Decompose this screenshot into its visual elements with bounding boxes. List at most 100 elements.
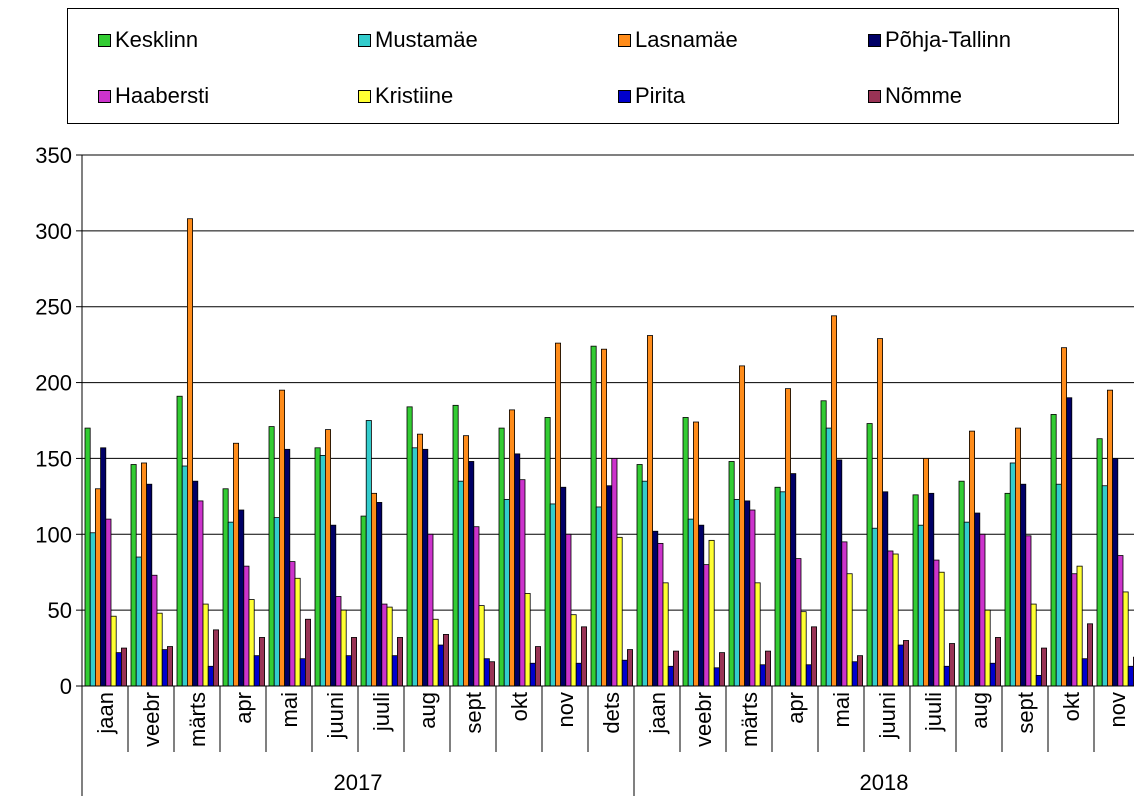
bar [1035, 674, 1042, 687]
bar [549, 503, 556, 687]
bar [273, 517, 280, 687]
bar [1096, 438, 1103, 687]
bar [749, 509, 756, 687]
bar [508, 409, 515, 687]
bar [462, 435, 469, 687]
bar [227, 521, 234, 687]
bar [299, 658, 306, 687]
bar [744, 500, 751, 687]
bar [851, 661, 858, 687]
bar [176, 395, 183, 687]
bar [882, 491, 889, 687]
bar [535, 646, 542, 687]
bar [365, 420, 372, 687]
bar [938, 571, 945, 687]
bar [892, 553, 899, 687]
y-tick-label: 350 [35, 143, 72, 168]
bar [1071, 573, 1078, 687]
x-tick-label: nov [553, 692, 578, 727]
legend-label: Haabersti [115, 83, 210, 108]
bar [1015, 427, 1022, 687]
bar [912, 494, 919, 687]
bar [529, 662, 536, 687]
bar [713, 667, 720, 687]
legend-label: Mustamäe [375, 27, 478, 52]
bar [488, 661, 495, 687]
bar [544, 417, 551, 687]
bar [581, 626, 588, 687]
bar [923, 458, 930, 687]
bar [733, 498, 740, 687]
bar [621, 659, 628, 687]
bar [186, 218, 193, 687]
bar [565, 533, 572, 687]
x-tick-label: veebr [691, 692, 716, 747]
bar [330, 524, 337, 687]
bar [866, 423, 873, 687]
bar [1101, 485, 1108, 687]
bar [969, 430, 976, 687]
legend-label: Kesklinn [115, 27, 199, 52]
legend-item: Lasnamäe [618, 27, 738, 53]
bar [345, 655, 352, 687]
bar [811, 626, 818, 687]
x-tick-label: juuni [323, 692, 348, 739]
bar [641, 480, 648, 687]
bar [370, 492, 377, 687]
x-tick-label: märts [737, 692, 762, 747]
bar [657, 542, 664, 687]
bar [115, 652, 122, 687]
bar [457, 480, 464, 687]
bar [1004, 492, 1011, 687]
bar [192, 480, 199, 687]
bar [1112, 458, 1119, 687]
bar [887, 550, 894, 687]
x-tick-label: mai [829, 692, 854, 727]
bar [595, 506, 602, 687]
legend-item: Mustamäe [358, 27, 478, 53]
bar [243, 565, 250, 687]
legend-swatch [868, 33, 881, 47]
legend-swatch [618, 89, 631, 103]
bar [232, 442, 239, 687]
bar [202, 603, 209, 687]
bar [708, 539, 715, 687]
bar [151, 574, 158, 687]
bar [422, 448, 429, 687]
bar [166, 646, 173, 687]
bar [105, 518, 112, 687]
bar [825, 427, 832, 687]
bar [248, 599, 255, 687]
legend-item: Kristiine [358, 83, 453, 109]
legend-item: Pirita [618, 83, 685, 109]
bar [207, 665, 214, 687]
bar [319, 454, 326, 687]
bar [304, 618, 311, 687]
bar [765, 650, 772, 687]
bar [427, 533, 434, 687]
y-tick-label: 50 [48, 598, 72, 623]
bar [963, 521, 970, 687]
y-tick-label: 250 [35, 295, 72, 320]
bar [795, 558, 802, 687]
bar [667, 665, 674, 687]
bar [1127, 665, 1134, 687]
bar [790, 473, 797, 687]
bar [1025, 535, 1032, 687]
bar [805, 664, 812, 687]
x-tick-label: aug [967, 692, 992, 729]
bar [473, 526, 480, 687]
bar [673, 650, 680, 687]
bar [759, 664, 766, 687]
bar [800, 611, 807, 687]
x-tick-label: sept [1013, 692, 1038, 734]
x-tick-label: nov [1105, 692, 1130, 727]
bar [121, 647, 128, 687]
bar [917, 524, 924, 687]
bar [836, 459, 843, 687]
bar [1087, 623, 1094, 687]
bar [984, 609, 991, 687]
bar [503, 498, 510, 687]
legend-label: Pirita [635, 83, 686, 108]
